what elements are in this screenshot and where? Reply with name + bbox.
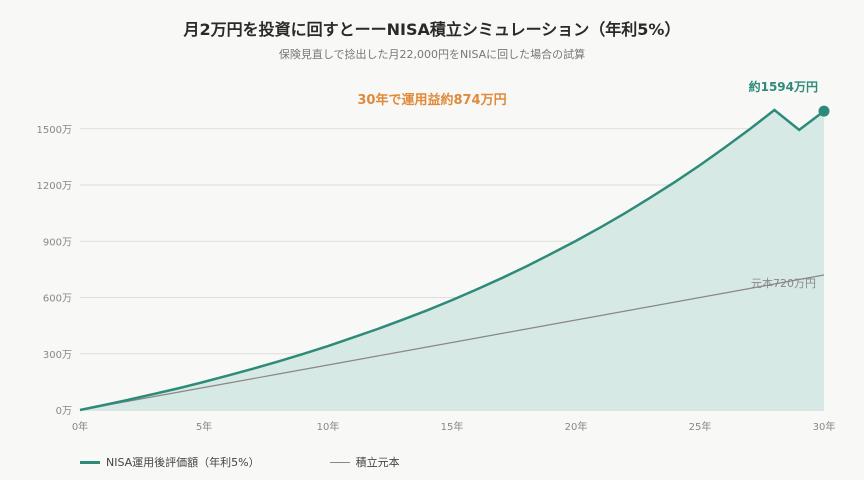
nisa-end-label: 約1594万円 [749, 79, 818, 94]
x-tick-label: 0年 [72, 420, 88, 433]
x-tick-label: 20年 [565, 420, 588, 433]
legend-item-nisa: NISA運用後評価額（年利5%） [80, 454, 260, 470]
y-tick-label: 0万 [56, 406, 72, 417]
x-tick-label: 30年 [813, 420, 836, 433]
chart-title: 月2万円を投資に回すとーーNISA積立シミュレーション（年利5%） [183, 20, 681, 39]
profit-annotation: 30年で運用益約874万円 [357, 92, 506, 108]
y-tick-label: 900万 [43, 237, 72, 248]
x-tick-label: 15年 [441, 420, 464, 433]
legend-label-nisa: NISA運用後評価額（年利5%） [106, 456, 260, 469]
legend-item-principal: 積立元本 [329, 454, 400, 470]
legend-label-principal: 積立元本 [355, 456, 400, 469]
x-tick-label: 5年 [196, 420, 212, 433]
nisa-area [80, 110, 824, 410]
principal-line [79, 274, 825, 411]
principal-end-label: 元本720万円 [751, 276, 816, 290]
chart-subtitle: 保険見直しで捻出した月22,000円をNISAに回した場合の試算 [278, 48, 586, 61]
y-tick-label: 300万 [43, 350, 72, 361]
chart-legend: NISA運用後評価額（年利5%） 積立元本 [80, 454, 400, 470]
legend-swatch-nisa [80, 460, 100, 464]
x-tick-label: 25年 [689, 420, 712, 433]
legend-swatch-principal [329, 461, 350, 463]
chart-plot: 0万 300万 600万 900万 1200万 1500万 0年 5年 10年 15年 20年 25年… [37, 79, 836, 433]
x-tick-label: 10年 [317, 420, 340, 433]
y-tick-label: 600万 [43, 294, 72, 305]
nisa-line [79, 108, 825, 412]
y-tick-label: 1500万 [37, 125, 72, 136]
y-tick-label: 1200万 [37, 181, 72, 192]
nisa-end-point [818, 105, 830, 117]
